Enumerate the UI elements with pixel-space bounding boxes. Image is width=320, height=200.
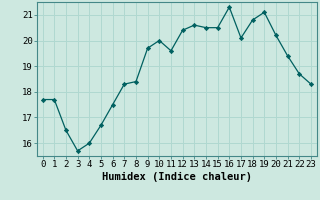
X-axis label: Humidex (Indice chaleur): Humidex (Indice chaleur)	[102, 172, 252, 182]
